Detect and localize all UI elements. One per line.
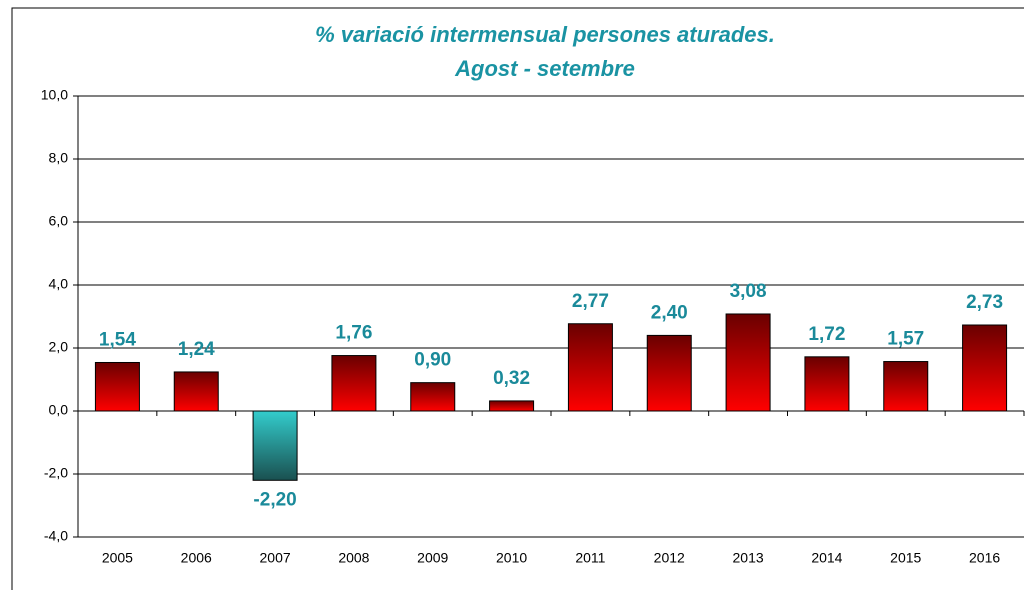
x-tick-label: 2007	[260, 550, 291, 566]
x-tick-label: 2005	[102, 550, 133, 566]
chart-subtitle: Agost - setembre	[454, 56, 635, 81]
value-label: 0,90	[414, 350, 451, 371]
bar	[489, 400, 535, 412]
bar	[567, 323, 613, 412]
y-tick-label: 8,0	[49, 150, 69, 166]
value-label: 1,57	[887, 329, 924, 350]
value-label: 1,76	[335, 323, 372, 344]
value-label: 2,73	[966, 292, 1003, 313]
bar	[646, 334, 692, 412]
x-tick-label: 2006	[181, 550, 212, 566]
bar	[173, 371, 219, 412]
bar	[962, 324, 1008, 412]
bar	[725, 313, 771, 412]
value-label: 2,40	[651, 302, 688, 323]
value-label: 1,54	[99, 330, 136, 351]
y-tick-label: 0,0	[49, 402, 69, 418]
chart-title: % variació intermensual persones aturade…	[315, 22, 775, 47]
value-label: 1,72	[808, 324, 845, 345]
x-tick-label: 2015	[890, 550, 921, 566]
y-tick-label: -2,0	[44, 465, 68, 481]
x-tick-label: 2008	[338, 550, 369, 566]
x-tick-label: 2009	[417, 550, 448, 566]
value-label: 0,32	[493, 368, 530, 389]
bar	[883, 361, 929, 412]
x-tick-label: 2012	[654, 550, 685, 566]
x-tick-label: 2011	[575, 550, 605, 566]
y-tick-label: 6,0	[49, 213, 69, 229]
value-label: 1,24	[178, 339, 215, 360]
x-tick-label: 2013	[733, 550, 764, 566]
bar	[252, 410, 298, 481]
bar	[331, 355, 377, 412]
y-tick-label: 10,0	[41, 87, 68, 103]
y-tick-label: 2,0	[49, 339, 69, 355]
y-tick-label: -4,0	[44, 528, 68, 544]
value-label: 2,77	[572, 291, 609, 312]
x-tick-label: 2016	[969, 550, 1000, 566]
y-tick-label: 4,0	[49, 276, 69, 292]
bar	[804, 356, 850, 412]
value-label: -2,20	[253, 489, 296, 510]
bar	[410, 382, 456, 412]
chart-border	[11, 7, 1024, 590]
bar	[94, 361, 140, 412]
value-label: 3,08	[730, 281, 767, 302]
x-tick-label: 2010	[496, 550, 527, 566]
x-tick-label: 2014	[811, 550, 842, 566]
